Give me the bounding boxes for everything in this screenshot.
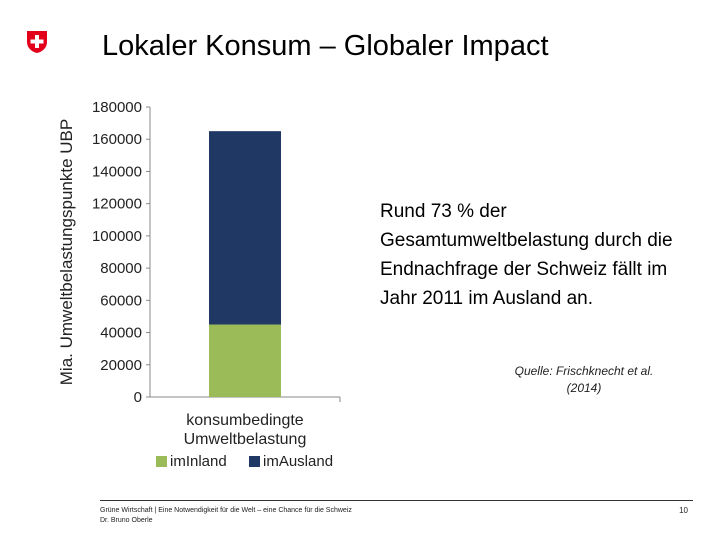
source-citation: Quelle: Frischknecht et al. (2014)	[514, 364, 654, 395]
y-tick-label: 40000	[100, 325, 142, 342]
stacked-bar-chart: 0 20000 40000 60000 80000 100000 120000 140000 1…	[57, 99, 341, 470]
swiss-cross-logo	[27, 31, 47, 53]
y-tick-label: 0	[134, 389, 142, 406]
legend-swatch-imausland	[249, 456, 260, 467]
footer-text: Grüne Wirtschaft | Eine Notwendigkeit fü…	[100, 506, 352, 526]
legend-label-imausland: imAusland	[263, 453, 333, 470]
footer-divider	[100, 500, 693, 501]
footer-line-1: Grüne Wirtschaft | Eine Notwendigkeit fü…	[100, 507, 352, 514]
page-number: 10	[679, 506, 688, 515]
bar-iminland	[209, 324, 281, 397]
y-tick-label: 140000	[92, 163, 142, 180]
legend-swatch-iminland	[156, 456, 167, 467]
y-tick-label: 160000	[92, 131, 142, 148]
y-tick-label: 120000	[92, 196, 142, 213]
slide-title: Lokaler Konsum – Globaler Impact	[102, 30, 549, 62]
y-tick-label: 20000	[100, 357, 142, 374]
bar-imausland	[209, 131, 281, 325]
y-axis-label: Mia. Umweltbelastungspunkte UBP	[57, 119, 76, 385]
y-tick-label: 80000	[100, 260, 142, 277]
body-text: Rund 73 % der Gesamtumweltbelastung durc…	[380, 201, 673, 309]
y-tick-label: 100000	[92, 228, 142, 245]
footer-line-2: Dr. Bruno Oberle	[100, 517, 153, 524]
legend-label-iminland: imInland	[170, 453, 227, 470]
category-label: konsumbedingte Umweltbelastung	[184, 412, 307, 448]
y-tick-label: 60000	[100, 292, 142, 309]
y-tick-label: 180000	[92, 99, 142, 116]
